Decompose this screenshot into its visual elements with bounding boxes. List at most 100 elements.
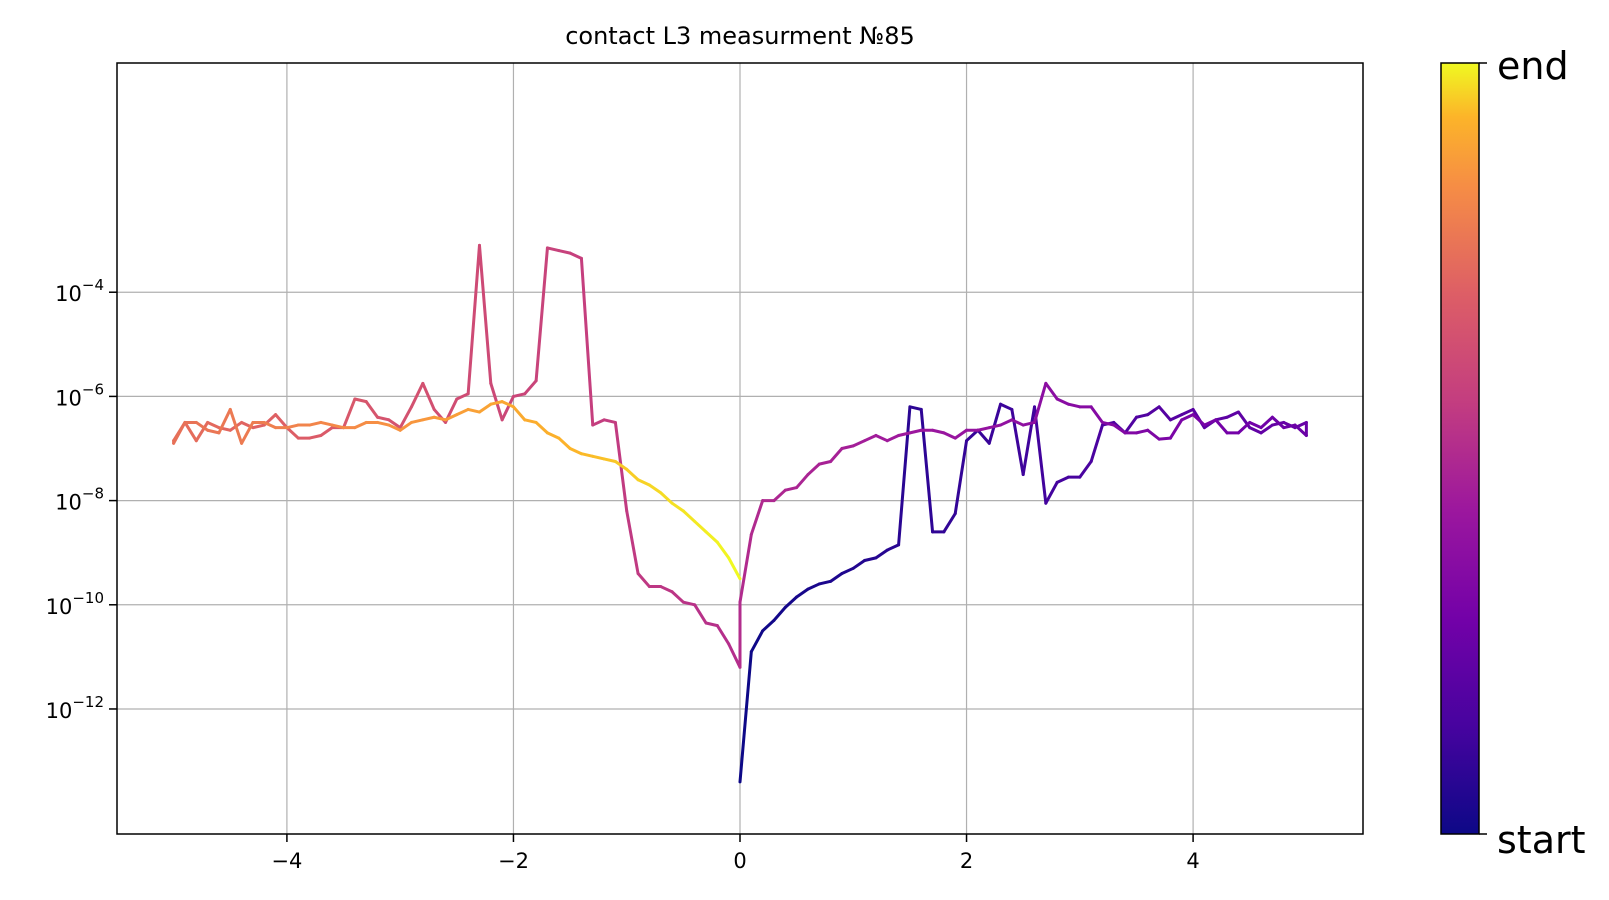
series-segment [421, 415, 436, 422]
series-segment [511, 392, 527, 398]
series-segment [1112, 423, 1127, 435]
colorbar-label-end: end [1497, 44, 1569, 88]
series-segment [511, 405, 527, 422]
y-tick-label: 10−10 [46, 589, 104, 619]
series-segment [806, 462, 821, 477]
series-segment [398, 405, 414, 430]
series-segment [466, 243, 481, 396]
series-segment [398, 420, 414, 432]
series-segment [840, 566, 855, 576]
series-segment [987, 423, 1003, 430]
series-segment [908, 405, 923, 411]
series-segment [727, 642, 742, 669]
series-segment [251, 423, 266, 430]
series-segment [851, 559, 867, 570]
series-segment [285, 426, 300, 440]
series-segment [206, 420, 221, 430]
series-segment [1089, 405, 1104, 424]
series-segment [534, 246, 549, 383]
series-segment [353, 397, 368, 404]
series-segment [387, 423, 402, 432]
series-segment [817, 579, 833, 586]
series-segment [783, 486, 799, 492]
series-segment [863, 433, 878, 443]
series-segment [681, 600, 697, 607]
series-segment [851, 439, 867, 448]
series-segment [727, 556, 742, 581]
series-segment [1089, 423, 1104, 464]
series-segment [432, 415, 447, 422]
series-segment [806, 582, 821, 591]
series-segment [659, 491, 674, 505]
series-segment [1033, 381, 1048, 424]
x-tick-label: 0 [733, 849, 746, 873]
series-segment [477, 402, 493, 414]
series-segment [376, 420, 391, 427]
x-axis: −4 −2 0 2 4 [271, 834, 1200, 873]
series-segment [523, 379, 538, 396]
series-segment [1123, 415, 1138, 435]
series-segment [410, 418, 425, 424]
series-segment [545, 431, 561, 440]
series-segment [715, 624, 731, 646]
colorbar-label-start: start [1497, 818, 1586, 862]
series-segment [500, 400, 515, 409]
series-segment [976, 426, 991, 432]
series-segment [738, 532, 753, 604]
series-segment [1066, 402, 1082, 409]
series-segment [1055, 397, 1070, 406]
series-segment [308, 420, 323, 427]
series-segment [1100, 420, 1116, 427]
series-segment [579, 452, 595, 458]
series-segment [987, 402, 1003, 445]
series-segment [1146, 428, 1161, 441]
series-segment [613, 460, 629, 471]
series-segment [636, 572, 651, 589]
series-segment [1248, 420, 1263, 430]
series-segment [557, 249, 572, 255]
series-segment [421, 381, 436, 411]
series-segment [1259, 415, 1274, 430]
series-segment [591, 418, 606, 427]
series-segment [625, 467, 640, 482]
series-segment [681, 509, 697, 523]
series-segment [319, 426, 334, 437]
series-segment [1168, 418, 1184, 440]
series-segment [829, 572, 844, 583]
series-segment [693, 519, 708, 534]
series-segment [1282, 423, 1297, 430]
series-segment [534, 420, 549, 435]
series-segment [670, 590, 685, 604]
chart-title: contact L3 measurment №85 [565, 22, 915, 50]
series-segment [965, 428, 980, 443]
series-segment [738, 650, 753, 784]
series-segment [376, 415, 391, 422]
series-segment [829, 447, 844, 464]
series-segment [455, 407, 470, 417]
series-segment [1021, 405, 1037, 477]
series-segment [874, 433, 889, 443]
series-segment [1180, 407, 1195, 417]
series-segment [568, 447, 583, 456]
series-segment [1021, 420, 1037, 427]
series-segment [636, 478, 651, 487]
series-segment [183, 420, 198, 443]
series-segment [1010, 418, 1025, 427]
series-segment [410, 381, 425, 409]
series-segment [523, 418, 538, 424]
series-segment [625, 509, 640, 576]
series-segment [942, 431, 957, 440]
series-segment [194, 420, 210, 432]
series-segment [308, 433, 323, 440]
series-segment [874, 548, 889, 560]
series-segment [1248, 426, 1263, 435]
colorbar: end start [1440, 44, 1586, 862]
series-segment [206, 428, 221, 435]
series-segment [953, 428, 969, 440]
series-segment [817, 460, 833, 466]
series-segment [228, 407, 244, 445]
series-segment [1134, 413, 1150, 419]
series-segment [976, 428, 991, 445]
series-segment [1044, 381, 1059, 401]
